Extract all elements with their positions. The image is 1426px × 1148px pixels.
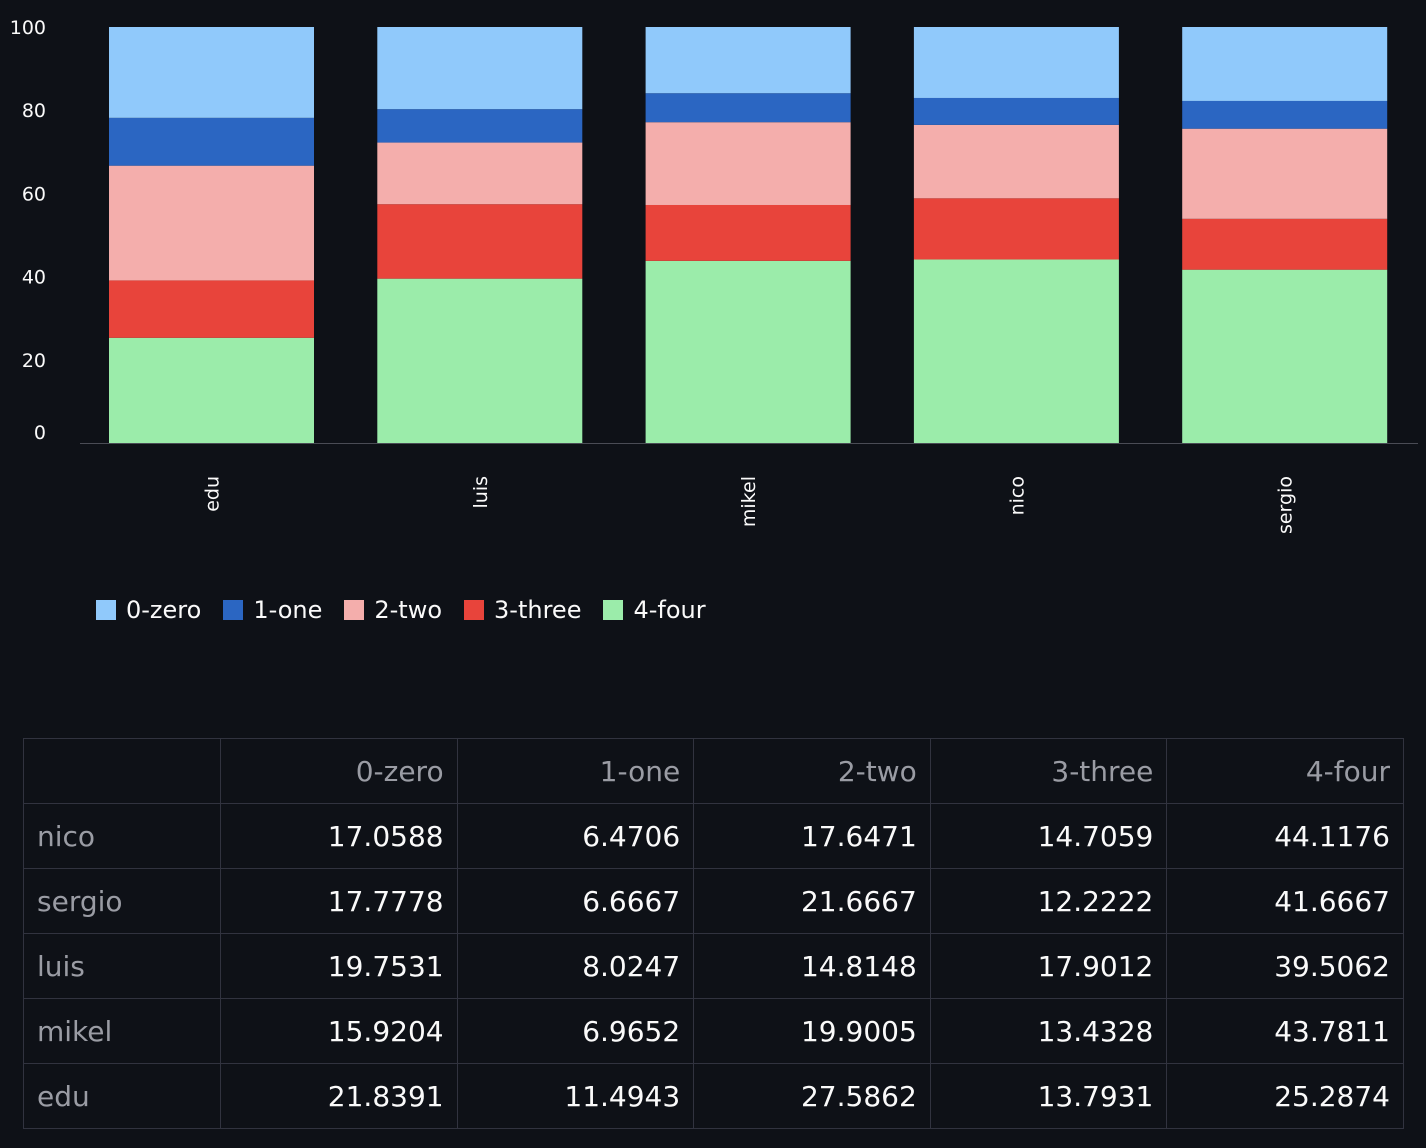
column-header[interactable]: 0-zero <box>220 738 458 804</box>
bar-segment <box>913 27 1119 98</box>
bar-segment <box>109 165 314 281</box>
legend-item[interactable]: 4-four <box>603 596 706 624</box>
table-header-row: 0-zero 1-one 2-two 3-three 4-four <box>23 738 1404 804</box>
table-cell[interactable]: 14.7059 <box>929 803 1168 869</box>
table-row: edu 21.8391 11.4943 27.5862 13.7931 25.2… <box>23 1063 1404 1129</box>
bar-segment <box>377 278 583 443</box>
row-header: nico <box>23 803 221 869</box>
table-row: nico 17.0588 6.4706 17.6471 14.7059 44.1… <box>23 803 1404 869</box>
row-header: edu <box>23 1063 221 1129</box>
table-cell[interactable]: 13.4328 <box>929 998 1168 1064</box>
y-tick-label: 0 <box>34 422 46 444</box>
table-cell[interactable]: 43.7811 <box>1166 998 1404 1064</box>
table-cell[interactable]: 27.5862 <box>693 1063 931 1129</box>
x-tick-label: mikel <box>738 476 760 527</box>
legend-label: 1-one <box>253 596 323 624</box>
x-tick-label: luis <box>470 476 492 509</box>
bar-segment <box>377 142 583 205</box>
bar-segment <box>1182 26 1388 101</box>
table-cell[interactable]: 17.6471 <box>693 803 931 869</box>
legend-label: 4-four <box>633 596 706 624</box>
bar-segment <box>109 280 314 338</box>
bar-segment <box>913 124 1119 199</box>
table-cell[interactable]: 39.5062 <box>1166 933 1404 999</box>
table-cell[interactable]: 14.8148 <box>693 933 931 999</box>
legend-item[interactable]: 1-one <box>223 596 322 624</box>
column-header[interactable]: 1-one <box>456 738 695 804</box>
table-cell[interactable]: 17.0588 <box>220 803 458 869</box>
table-cell[interactable]: 41.6667 <box>1166 868 1404 934</box>
bar-segment <box>645 27 851 94</box>
bar-segment <box>1182 269 1388 443</box>
table-cell[interactable]: 13.7931 <box>929 1063 1168 1129</box>
bar-segment <box>645 122 851 205</box>
table-corner-cell <box>23 738 221 804</box>
y-tick-label: 20 <box>22 350 46 372</box>
table-cell[interactable]: 6.4706 <box>456 803 695 869</box>
legend-swatch <box>223 600 244 620</box>
bar-segment <box>913 97 1119 125</box>
bar-segment <box>1182 218 1388 270</box>
bar-segment <box>109 26 314 118</box>
table-cell[interactable]: 19.7531 <box>220 933 458 999</box>
table-row: sergio 17.7778 6.6667 21.6667 12.2222 41… <box>23 868 1404 934</box>
legend-swatch <box>603 600 624 620</box>
column-header[interactable]: 3-three <box>929 738 1168 804</box>
bar-segment <box>645 260 851 443</box>
x-tick-label: nico <box>1006 476 1028 515</box>
table-row: mikel 15.9204 6.9652 19.9005 13.4328 43.… <box>23 998 1404 1064</box>
table-cell[interactable]: 12.2222 <box>929 868 1168 934</box>
chart-legend: 0-zero 1-one 2-two 3-three 4-four <box>96 596 706 624</box>
bar-segment <box>109 117 314 166</box>
table-cell[interactable]: 21.6667 <box>693 868 931 934</box>
legend-swatch <box>464 600 485 620</box>
legend-label: 3-three <box>494 596 582 624</box>
legend-item[interactable]: 3-three <box>464 596 581 624</box>
table-cell[interactable]: 17.7778 <box>220 868 458 934</box>
table-cell[interactable]: 21.8391 <box>220 1063 458 1129</box>
bar-segment <box>1182 128 1388 219</box>
table-row: luis 19.7531 8.0247 14.8148 17.9012 39.5… <box>23 933 1404 999</box>
data-table: 0-zero 1-one 2-two 3-three 4-four nico 1… <box>23 738 1404 1129</box>
legend-label: 2-two <box>374 596 443 624</box>
x-tick-label: sergio <box>1275 476 1297 534</box>
bar-segment <box>109 337 314 443</box>
table-cell[interactable]: 11.4943 <box>456 1063 695 1129</box>
stacked-bar-chart: 0 20 40 60 80 100 edu luis mikel nico sergio <box>10 17 1418 534</box>
bar-segment <box>1182 100 1388 129</box>
bar-segment <box>377 109 583 143</box>
x-tick-label: edu <box>202 476 224 512</box>
bar-segment <box>913 259 1119 443</box>
table-cell[interactable]: 17.9012 <box>929 933 1168 999</box>
table-cell[interactable]: 19.9005 <box>693 998 931 1064</box>
bar-segment <box>377 27 583 110</box>
row-header: sergio <box>23 868 221 934</box>
table-cell[interactable]: 8.0247 <box>456 933 695 999</box>
table-cell[interactable]: 6.9652 <box>456 998 695 1064</box>
bar-segment <box>913 198 1119 260</box>
table-cell[interactable]: 15.9204 <box>220 998 458 1064</box>
bar-segment <box>645 204 851 261</box>
table-cell[interactable]: 25.2874 <box>1166 1063 1404 1129</box>
y-tick-label: 80 <box>22 100 46 122</box>
column-header[interactable]: 4-four <box>1166 738 1404 804</box>
row-header: luis <box>23 933 221 999</box>
bar-segment <box>377 204 583 279</box>
row-header: mikel <box>23 998 221 1064</box>
table-cell[interactable]: 6.6667 <box>456 868 695 934</box>
table-cell[interactable]: 44.1176 <box>1166 803 1404 869</box>
column-header[interactable]: 2-two <box>693 738 931 804</box>
bar-segment <box>645 93 851 123</box>
y-tick-label: 60 <box>22 183 46 205</box>
legend-label: 0-zero <box>126 596 202 624</box>
legend-swatch <box>96 600 116 620</box>
legend-swatch <box>344 600 365 620</box>
y-tick-label: 100 <box>10 17 46 39</box>
y-tick-label: 40 <box>22 267 46 289</box>
legend-item[interactable]: 0-zero <box>96 596 201 624</box>
legend-item[interactable]: 2-two <box>344 596 442 624</box>
